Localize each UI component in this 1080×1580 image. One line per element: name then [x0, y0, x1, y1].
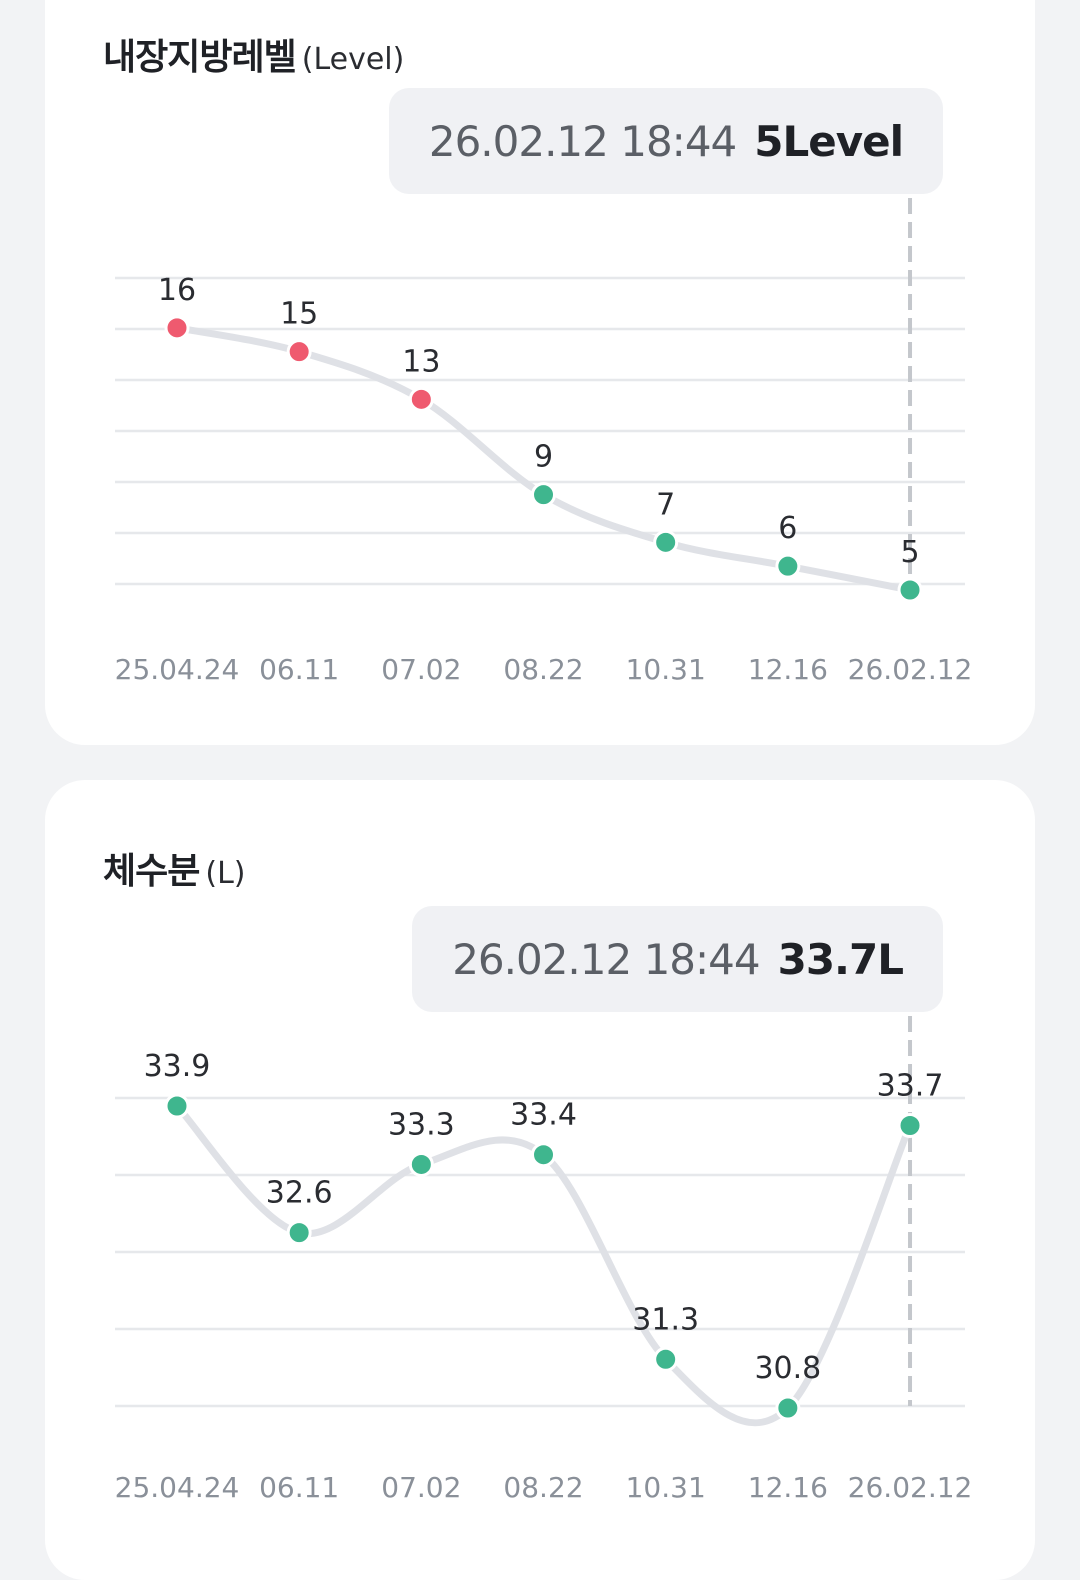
x-tick-label: 06.11	[259, 1471, 339, 1504]
selected-point-tooltip: 26.02.12 18:44 33.7L	[412, 906, 943, 1012]
tooltip-value: 33.7L	[777, 934, 904, 984]
data-label: 30.8	[754, 1351, 821, 1386]
data-point[interactable]	[653, 1346, 679, 1372]
x-tick-label: 25.04.24	[115, 1471, 240, 1504]
data-label: 33.3	[388, 1107, 455, 1142]
data-label: 33.4	[510, 1098, 577, 1133]
chart-unit: (Level)	[301, 42, 405, 77]
data-point[interactable]	[286, 1220, 312, 1246]
data-point[interactable]	[531, 482, 557, 508]
data-label: 9	[534, 440, 553, 475]
tooltip-datetime: 26.02.12 18:44	[428, 116, 737, 166]
data-label: 31.3	[632, 1302, 699, 1337]
data-point[interactable]	[897, 1112, 923, 1138]
selected-point-tooltip: 26.02.12 18:44 5Level	[388, 88, 943, 194]
x-tick-label: 26.02.12	[848, 1471, 973, 1504]
chart-title: 체수분 (L)	[103, 842, 246, 894]
x-tick-label: 07.02	[381, 653, 461, 686]
data-point[interactable]	[775, 553, 801, 579]
data-label: 7	[656, 487, 675, 522]
chart-title: 내장지방레벨 (Level)	[103, 28, 404, 80]
x-tick-label: 12.16	[748, 653, 828, 686]
x-tick-label: 12.16	[748, 1471, 828, 1504]
data-point[interactable]	[531, 1142, 557, 1168]
tooltip-datetime: 26.02.12 18:44	[452, 934, 760, 984]
x-tick-label: 07.02	[381, 1471, 461, 1504]
data-point[interactable]	[408, 1151, 434, 1177]
chart-title-text: 체수분	[103, 851, 200, 892]
data-label: 16	[158, 273, 196, 308]
chart-unit: (L)	[205, 856, 246, 891]
visceral-fat-line-chart[interactable]: 16 15 13 9 7 6 5 25.04.24 06.11 07.02 08.22 10.31 12…	[45, 0, 1035, 745]
x-tick-label: 06.11	[259, 653, 339, 686]
data-label: 33.7	[877, 1068, 944, 1103]
body-water-line-chart[interactable]: 33.9 32.6 33.3 33.4 31.3 30.8 33.7 25.04.24 06.1…	[45, 780, 1035, 1580]
x-tick-label: 08.22	[503, 653, 583, 686]
x-tick-label: 08.22	[503, 1471, 583, 1504]
x-tick-label: 10.31	[626, 653, 706, 686]
data-point[interactable]	[897, 577, 923, 603]
data-label: 32.6	[266, 1176, 333, 1211]
data-point[interactable]	[286, 339, 312, 365]
x-tick-label: 26.02.12	[848, 653, 973, 686]
data-point[interactable]	[164, 1093, 190, 1119]
body-water-card: 체수분 (L) 26.02.12 18:44 33.7L 33.9 32.6 33.3…	[45, 780, 1035, 1580]
data-label: 6	[778, 511, 797, 546]
tooltip-value: 5Level	[754, 116, 904, 166]
x-tick-label: 10.31	[626, 1471, 706, 1504]
data-label: 13	[402, 344, 440, 379]
visceral-fat-card: 내장지방레벨 (Level) 26.02.12 18:44 5Level 16 15…	[45, 0, 1035, 745]
x-tick-label: 25.04.24	[115, 653, 240, 686]
data-label: 15	[280, 297, 318, 332]
chart-title-text: 내장지방레벨	[103, 37, 297, 78]
data-point[interactable]	[408, 386, 434, 412]
data-point[interactable]	[164, 315, 190, 341]
data-point[interactable]	[653, 529, 679, 555]
data-point[interactable]	[775, 1395, 801, 1421]
data-label: 33.9	[144, 1049, 211, 1084]
data-label: 5	[900, 535, 919, 570]
